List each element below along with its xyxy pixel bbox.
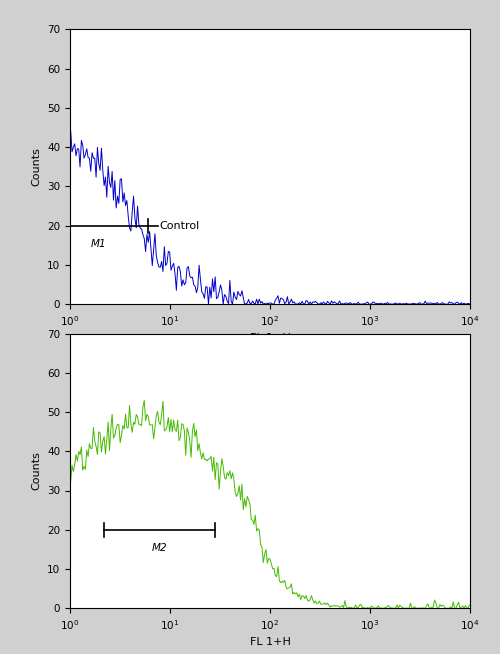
X-axis label: FL 1+H: FL 1+H bbox=[250, 637, 290, 647]
Text: M2: M2 bbox=[152, 543, 168, 553]
X-axis label: FL 1+H: FL 1+H bbox=[250, 333, 290, 343]
Y-axis label: Counts: Counts bbox=[32, 451, 42, 490]
Text: Control: Control bbox=[160, 220, 200, 231]
Y-axis label: Counts: Counts bbox=[32, 147, 42, 186]
Text: M1: M1 bbox=[90, 239, 106, 249]
